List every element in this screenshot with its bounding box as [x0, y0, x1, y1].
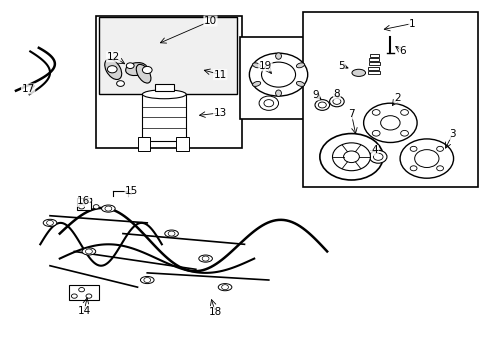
Ellipse shape	[140, 276, 154, 284]
Bar	[176, 137, 188, 152]
Circle shape	[373, 153, 382, 160]
Ellipse shape	[296, 63, 304, 68]
Circle shape	[259, 96, 278, 111]
Ellipse shape	[104, 59, 122, 80]
Circle shape	[126, 63, 134, 68]
Circle shape	[107, 66, 117, 73]
Circle shape	[343, 151, 359, 163]
Ellipse shape	[275, 90, 281, 96]
Bar	[99, 18, 237, 94]
Circle shape	[71, 294, 77, 298]
Bar	[69, 285, 99, 300]
Ellipse shape	[43, 219, 57, 226]
Bar	[369, 54, 378, 57]
Bar	[77, 198, 91, 210]
Circle shape	[414, 150, 438, 167]
Ellipse shape	[125, 63, 147, 76]
Ellipse shape	[136, 64, 151, 83]
Bar	[367, 71, 379, 74]
Text: 19: 19	[258, 61, 271, 71]
Text: 4: 4	[371, 145, 377, 156]
Circle shape	[85, 249, 92, 254]
Circle shape	[371, 130, 379, 136]
Bar	[368, 63, 379, 65]
Text: 15: 15	[125, 186, 138, 197]
Ellipse shape	[164, 230, 178, 237]
Circle shape	[314, 100, 329, 111]
Ellipse shape	[199, 255, 212, 262]
Circle shape	[329, 96, 344, 107]
Text: 2: 2	[393, 93, 400, 103]
Circle shape	[371, 109, 379, 115]
Text: 17: 17	[21, 84, 35, 94]
Circle shape	[319, 134, 382, 180]
Bar	[239, 37, 309, 119]
Circle shape	[436, 147, 443, 151]
Circle shape	[86, 294, 92, 298]
Circle shape	[399, 139, 453, 178]
Circle shape	[116, 81, 124, 86]
Circle shape	[436, 166, 443, 171]
Circle shape	[400, 130, 407, 136]
Circle shape	[93, 204, 99, 209]
Text: 7: 7	[347, 109, 354, 119]
Ellipse shape	[218, 284, 231, 291]
Ellipse shape	[82, 248, 96, 255]
Circle shape	[380, 116, 399, 130]
Bar	[368, 67, 378, 69]
Circle shape	[142, 66, 152, 73]
Text: 18: 18	[208, 307, 222, 317]
Circle shape	[168, 231, 175, 236]
Ellipse shape	[296, 81, 304, 86]
Text: 12: 12	[106, 52, 120, 62]
Bar	[137, 137, 149, 152]
Bar	[154, 84, 174, 91]
Circle shape	[105, 206, 112, 211]
Circle shape	[86, 198, 92, 203]
Ellipse shape	[142, 90, 186, 99]
Text: 9: 9	[312, 90, 319, 100]
Circle shape	[264, 100, 273, 107]
Text: 3: 3	[448, 129, 455, 139]
Text: 5: 5	[338, 61, 345, 71]
Ellipse shape	[252, 63, 260, 68]
Circle shape	[332, 99, 340, 104]
Circle shape	[202, 256, 208, 261]
Ellipse shape	[351, 69, 365, 76]
Text: 11: 11	[213, 69, 226, 80]
Circle shape	[369, 150, 386, 163]
Ellipse shape	[275, 53, 281, 59]
Text: 6: 6	[398, 46, 405, 57]
Circle shape	[249, 53, 307, 96]
Circle shape	[409, 166, 416, 171]
Text: 14: 14	[77, 306, 90, 316]
Circle shape	[261, 62, 295, 87]
Bar	[142, 94, 186, 141]
Circle shape	[79, 288, 84, 292]
Circle shape	[409, 147, 416, 151]
Circle shape	[400, 109, 407, 115]
Circle shape	[332, 143, 370, 171]
Circle shape	[318, 102, 325, 108]
Ellipse shape	[252, 81, 260, 86]
Circle shape	[79, 204, 84, 209]
Bar	[302, 12, 477, 187]
Bar	[369, 58, 378, 61]
Bar	[96, 16, 242, 148]
Circle shape	[363, 103, 416, 143]
Text: 13: 13	[213, 108, 226, 118]
Text: 1: 1	[408, 18, 415, 28]
Circle shape	[221, 285, 228, 290]
Circle shape	[143, 278, 150, 283]
Circle shape	[46, 220, 53, 225]
Text: 8: 8	[333, 89, 340, 99]
Text: 16: 16	[76, 197, 89, 206]
Text: 10: 10	[203, 16, 217, 26]
Ellipse shape	[102, 205, 115, 212]
